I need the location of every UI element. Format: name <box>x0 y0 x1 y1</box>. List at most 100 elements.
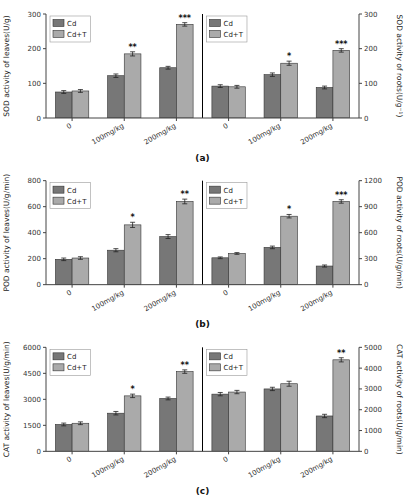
error-bar-cap <box>287 217 292 218</box>
error-bar-stem <box>324 414 325 417</box>
x-tick <box>228 451 229 454</box>
error-bar-cap <box>270 246 275 247</box>
error-bar-cap <box>322 414 327 415</box>
bar <box>160 68 177 118</box>
error-bar-stem <box>272 73 273 76</box>
legend-swatch <box>210 20 221 27</box>
tick-label: 600 <box>364 229 377 237</box>
legend-box <box>50 349 90 375</box>
tick <box>43 180 46 181</box>
error-bar <box>130 222 135 227</box>
tick <box>43 399 46 400</box>
category-label: 0 <box>65 455 73 464</box>
y-axis-label: SOD activity of leaves(U/g) <box>2 15 11 116</box>
category-label: 100mg/kg <box>91 122 126 147</box>
error-bar-cap <box>61 258 66 259</box>
x-tick <box>280 118 281 121</box>
error-bar-stem <box>289 214 290 217</box>
error-bar <box>287 381 292 386</box>
y-axis-label: POD activity of leaves(U/g/min) <box>2 174 11 292</box>
tick <box>359 232 362 233</box>
x-tick <box>332 285 333 288</box>
error-bar-cap <box>270 390 275 391</box>
error-bar-cap <box>130 397 135 398</box>
legend: CdCd+T <box>50 16 90 42</box>
bar <box>55 424 72 451</box>
legend-label: Cd <box>224 353 233 361</box>
error-bar-stem <box>168 397 169 400</box>
error-bar <box>130 394 135 397</box>
annotations: ********* <box>128 14 348 61</box>
error-bar <box>61 258 66 261</box>
y2-axis-label: SOD activity of roots(U/g⁻¹) <box>395 14 404 117</box>
tick <box>359 368 362 369</box>
error-bar <box>61 423 66 426</box>
category-label: 200mg/kg <box>299 122 334 147</box>
tick-label: 1500 <box>23 422 41 430</box>
error-bar <box>234 253 239 255</box>
error-bar-stem <box>115 411 116 414</box>
x-tick <box>124 451 125 454</box>
error-bar-stem <box>341 200 342 203</box>
tick <box>43 451 46 452</box>
error-bar-cap <box>166 399 171 400</box>
x-tick <box>228 285 229 288</box>
error-bar-cap <box>78 89 83 90</box>
error-bar-stem <box>132 52 133 56</box>
error-bar <box>78 257 83 260</box>
y2-axis-line <box>359 14 360 118</box>
bar <box>55 259 72 284</box>
x-tick <box>72 285 73 288</box>
tick <box>359 258 362 259</box>
significance-label: *** <box>178 14 191 23</box>
error-bar-cap <box>61 260 66 261</box>
panel-label: (b) <box>195 319 210 329</box>
error-bar-cap <box>218 392 223 393</box>
category-label: 200mg/kg <box>143 122 178 147</box>
panel-label: (a) <box>195 153 209 163</box>
bar <box>229 253 246 284</box>
tick-label: 100 <box>364 80 377 88</box>
legend-label: Cd <box>67 353 76 361</box>
error-bar-stem <box>289 61 290 65</box>
error-bar-cap <box>61 425 66 426</box>
error-bar-stem <box>184 23 185 26</box>
error-bar-cap <box>78 259 83 260</box>
legend-swatch <box>53 20 64 27</box>
error-bar-cap <box>113 77 118 78</box>
error-bar-cap <box>322 417 327 418</box>
legend-swatch <box>53 31 64 38</box>
error-bar-stem <box>132 394 133 397</box>
category-label: 200mg/kg <box>299 288 334 313</box>
error-bar-stem <box>63 423 64 426</box>
error-bar-stem <box>236 390 237 393</box>
tick-label: 2000 <box>364 406 382 414</box>
tick <box>359 430 362 431</box>
legend-swatch <box>53 353 64 360</box>
significance-label: * <box>287 52 292 61</box>
tick <box>359 451 362 452</box>
bar <box>124 396 141 451</box>
error-bar <box>78 422 83 425</box>
tick <box>43 284 46 285</box>
legend-swatch <box>53 364 64 371</box>
bar <box>72 91 89 118</box>
tick-label: 0 <box>364 281 368 289</box>
tick-label: 300 <box>364 255 377 263</box>
legend-box <box>50 183 90 209</box>
legend-swatch <box>210 197 221 204</box>
tick <box>359 83 362 84</box>
error-bar-stem <box>132 222 133 227</box>
error-bar-cap <box>287 381 292 382</box>
error-bar-cap <box>339 361 344 362</box>
error-bar <box>113 411 118 414</box>
bar <box>264 75 281 118</box>
error-bar-cap <box>113 248 118 249</box>
error-bar-cap <box>182 203 187 204</box>
error-bar <box>218 257 223 259</box>
error-bar <box>322 265 327 267</box>
error-bar-cap <box>234 390 239 391</box>
error-bar-cap <box>78 421 83 422</box>
error-bar-stem <box>80 90 81 93</box>
panel: *******0200400600800030060090012000100mg… <box>2 174 404 330</box>
